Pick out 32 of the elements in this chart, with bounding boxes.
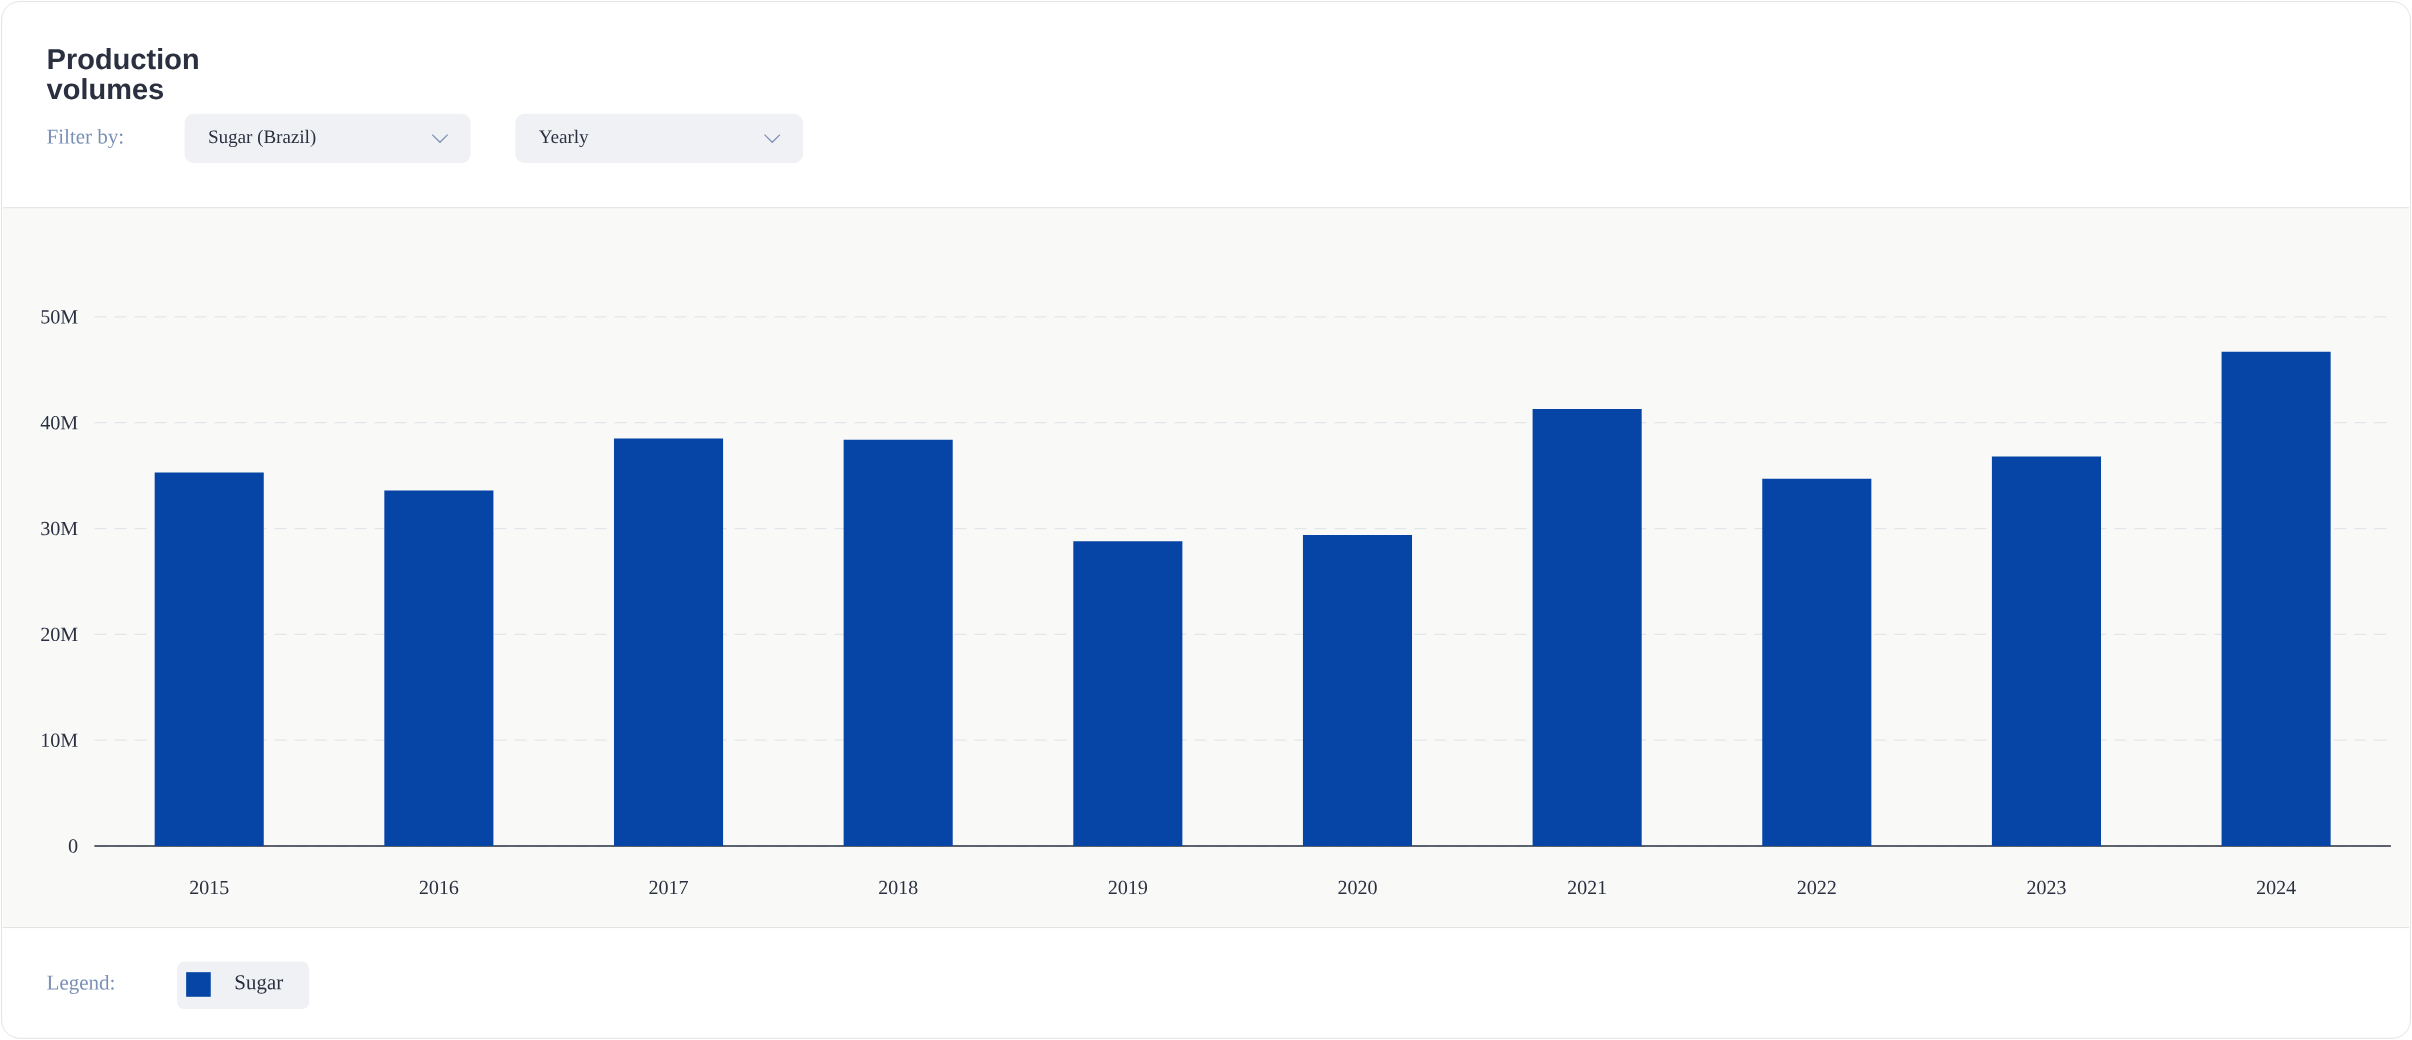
bar: [1302, 534, 1413, 847]
x-tick-label: 2020: [1338, 880, 1377, 895]
x-tick-label: 2023: [2027, 880, 2066, 895]
x-tick-label: 2015: [190, 880, 229, 895]
y-tick-label: 40M: [40, 416, 78, 430]
x-tick-label: 2024: [2256, 880, 2296, 895]
x-tick-label: 2018: [879, 880, 918, 895]
bar: [1762, 478, 1872, 847]
y-tick-label: 30M: [41, 521, 78, 536]
x-tick-label: 2022: [1797, 880, 1836, 895]
x-tick-label: 2021: [1568, 880, 1606, 895]
bar: [1532, 409, 1642, 847]
y-tick-label: 50M: [41, 310, 78, 324]
text: Yearly: [539, 129, 589, 148]
bar: [1073, 541, 1183, 847]
legend-label: Sugar: [235, 975, 284, 994]
bar: [843, 439, 953, 847]
text: Filter by:: [47, 128, 123, 149]
bar: [154, 472, 264, 847]
legend-title: Legend:: [47, 975, 114, 995]
y-tick-label: 0: [68, 839, 78, 853]
y-tick-label: 10M: [42, 733, 78, 748]
bar: [613, 438, 724, 847]
text: Sugar (Brazil): [209, 129, 316, 148]
y-tick-label: 20M: [41, 627, 78, 642]
bar: [384, 490, 494, 847]
x-tick-label: 2016: [419, 880, 459, 895]
bar: [1991, 456, 2101, 847]
x-tick-label: 2017: [649, 880, 688, 895]
chart-title: Production volumes: [46, 48, 198, 100]
bar: [2221, 351, 2331, 847]
x-tick-label: 2019: [1108, 880, 1148, 895]
